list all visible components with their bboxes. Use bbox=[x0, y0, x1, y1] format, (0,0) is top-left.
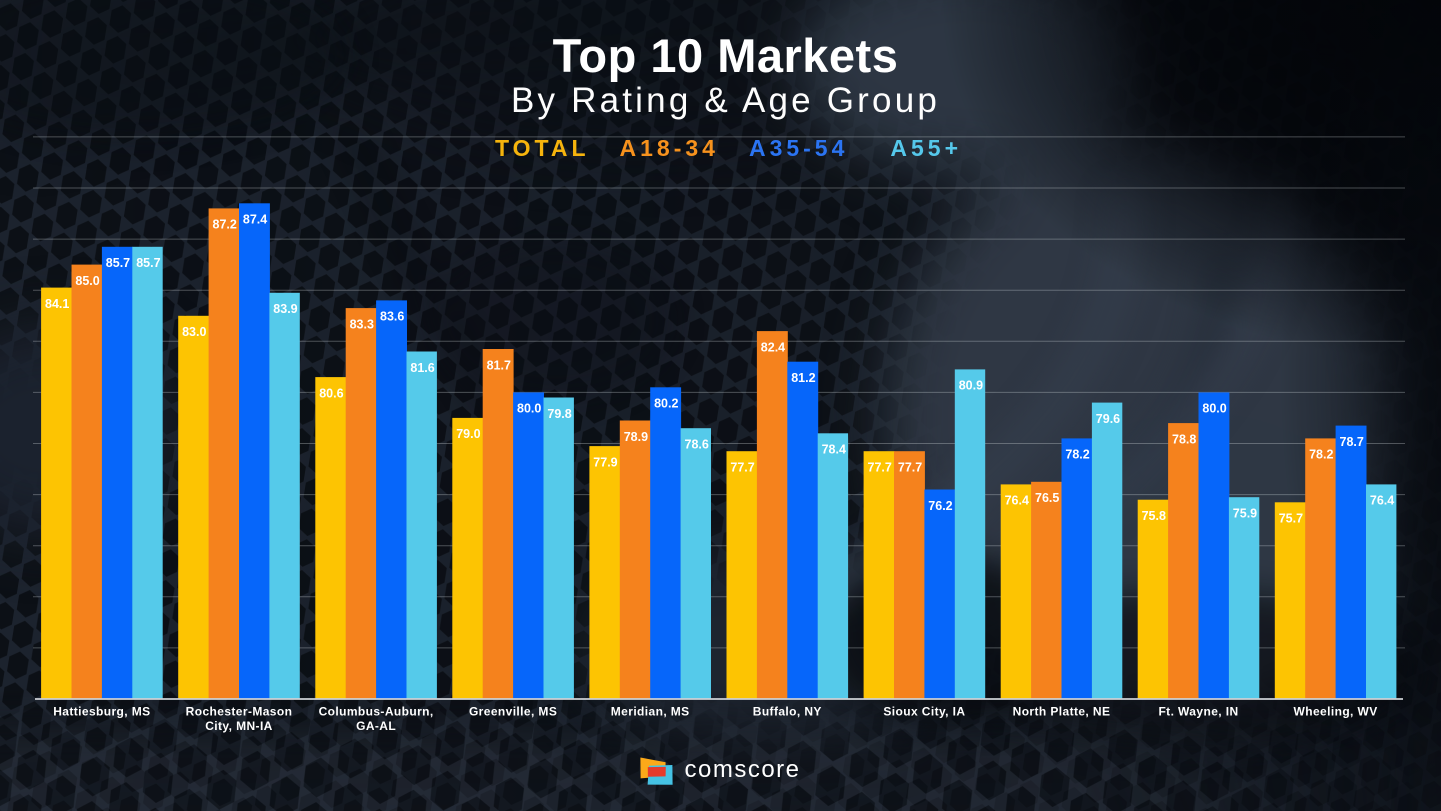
svg-text:85.7: 85.7 bbox=[136, 256, 160, 270]
svg-text:City, MN-IA: City, MN-IA bbox=[205, 719, 273, 733]
svg-text:75.7: 75.7 bbox=[1279, 512, 1303, 526]
svg-text:85.7: 85.7 bbox=[106, 256, 130, 270]
svg-text:83.9: 83.9 bbox=[273, 302, 297, 316]
svg-text:79.6: 79.6 bbox=[1096, 412, 1120, 426]
svg-text:80.0: 80.0 bbox=[517, 402, 541, 416]
svg-text:78.7: 78.7 bbox=[1340, 435, 1364, 449]
svg-text:Hattiesburg, MS: Hattiesburg, MS bbox=[53, 705, 150, 719]
svg-text:Wheeling, WV: Wheeling, WV bbox=[1294, 705, 1378, 719]
svg-text:78.6: 78.6 bbox=[685, 438, 709, 452]
svg-text:75.8: 75.8 bbox=[1142, 509, 1166, 523]
svg-text:North Platte, NE: North Platte, NE bbox=[1013, 705, 1111, 719]
svg-text:76.5: 76.5 bbox=[1035, 491, 1059, 505]
svg-text:81.6: 81.6 bbox=[410, 361, 434, 375]
svg-text:Buffalo, NY: Buffalo, NY bbox=[753, 705, 822, 719]
svg-text:Meridian, MS: Meridian, MS bbox=[611, 705, 690, 719]
svg-text:GA-AL: GA-AL bbox=[356, 719, 396, 733]
svg-text:76.4: 76.4 bbox=[1370, 494, 1394, 508]
svg-text:84.1: 84.1 bbox=[45, 297, 69, 311]
svg-text:Columbus-Auburn,: Columbus-Auburn, bbox=[319, 705, 434, 719]
svg-text:78.4: 78.4 bbox=[822, 443, 846, 457]
svg-text:87.2: 87.2 bbox=[213, 218, 237, 232]
svg-text:83.0: 83.0 bbox=[182, 325, 206, 339]
svg-text:83.3: 83.3 bbox=[350, 317, 374, 331]
svg-text:Sioux City, IA: Sioux City, IA bbox=[883, 705, 965, 719]
svg-text:76.2: 76.2 bbox=[928, 499, 952, 513]
svg-text:78.2: 78.2 bbox=[1309, 448, 1333, 462]
svg-text:80.0: 80.0 bbox=[1202, 402, 1226, 416]
svg-text:Greenville, MS: Greenville, MS bbox=[469, 705, 557, 719]
svg-text:77.7: 77.7 bbox=[898, 461, 922, 475]
svg-text:82.4: 82.4 bbox=[761, 340, 785, 354]
svg-text:87.4: 87.4 bbox=[243, 213, 267, 227]
svg-text:79.8: 79.8 bbox=[547, 407, 571, 421]
svg-text:83.6: 83.6 bbox=[380, 310, 404, 324]
svg-text:78.9: 78.9 bbox=[624, 430, 648, 444]
svg-text:79.0: 79.0 bbox=[456, 427, 480, 441]
svg-text:80.9: 80.9 bbox=[959, 379, 983, 393]
svg-text:80.2: 80.2 bbox=[654, 397, 678, 411]
svg-text:77.7: 77.7 bbox=[730, 461, 754, 475]
svg-text:Ft. Wayne, IN: Ft. Wayne, IN bbox=[1158, 705, 1238, 719]
svg-text:80.6: 80.6 bbox=[319, 386, 343, 400]
svg-text:77.7: 77.7 bbox=[868, 461, 892, 475]
svg-text:75.9: 75.9 bbox=[1233, 507, 1257, 521]
svg-text:Rochester-Mason: Rochester-Mason bbox=[186, 705, 293, 719]
svg-text:78.8: 78.8 bbox=[1172, 432, 1196, 446]
svg-text:78.2: 78.2 bbox=[1065, 448, 1089, 462]
svg-text:81.7: 81.7 bbox=[487, 358, 511, 372]
svg-text:85.0: 85.0 bbox=[75, 274, 99, 288]
svg-text:77.9: 77.9 bbox=[593, 455, 617, 469]
svg-text:81.2: 81.2 bbox=[791, 371, 815, 385]
svg-text:76.4: 76.4 bbox=[1005, 494, 1029, 508]
